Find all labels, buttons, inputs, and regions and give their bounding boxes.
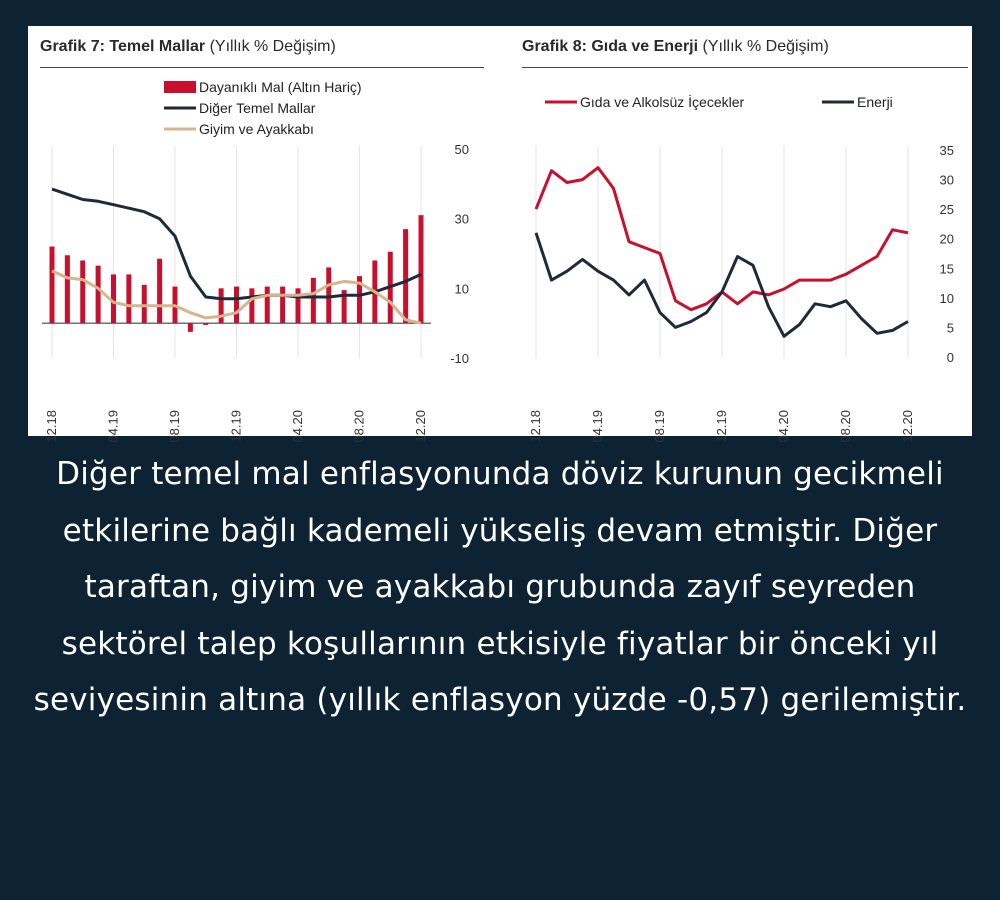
chart8-xtick-label: 08.19 xyxy=(652,410,667,443)
chart7-bar xyxy=(341,290,347,324)
chart7-title-rule xyxy=(40,67,484,68)
chart8-xtick-label: 04.20 xyxy=(776,410,791,443)
chart7-ytick-label: 50 xyxy=(455,142,469,157)
chart7-xtick-label: 12.18 xyxy=(44,410,59,443)
chart8-ytick-label: 0 xyxy=(947,350,954,365)
chart7-bar xyxy=(203,323,209,325)
chart8-xtick-label: 04.19 xyxy=(590,410,605,443)
chart7-xtick-label: 08.19 xyxy=(167,410,182,443)
chart8-title-rule xyxy=(522,67,968,68)
chart7-bar xyxy=(403,229,409,324)
chart8-title: Grafik 8: Gıda ve Enerji (Yıllık % Değiş… xyxy=(522,38,829,55)
chart7-legend-swatch xyxy=(164,81,196,93)
chart7-bar xyxy=(326,267,332,324)
chart8-ytick-label: 10 xyxy=(940,291,954,306)
chart8-svg: 35 30 25 20 15 10 5 0 12.18 04.19 08.19 12.19 04.20 0… xyxy=(528,93,954,443)
chart7-legend-label: Dayanıklı Mal (Altın Hariç) xyxy=(199,79,362,95)
chart7-bar xyxy=(249,288,255,324)
chart7-xtick-label: 04.20 xyxy=(290,410,305,443)
chart7-series-line xyxy=(51,269,422,325)
chart7-ytick-label: -10 xyxy=(450,351,469,366)
chart7-ytick-label: 30 xyxy=(455,212,469,227)
chart7-bar xyxy=(80,260,86,324)
chart7-bar xyxy=(49,246,55,324)
chart7-xtick-label: 04.19 xyxy=(106,410,121,443)
chart8-ytick-label: 35 xyxy=(940,143,954,158)
chart7-svg: 50 30 10 -10 12.18 04.19 08.19 12.19 04.20 08.20 1… xyxy=(42,79,469,443)
chart8-series-line xyxy=(534,232,909,338)
charts-panel: Grafik 7: Temel Mallar (Yıllık % Değişim… xyxy=(28,26,972,443)
chart7-bar xyxy=(310,277,316,324)
chart7-bar xyxy=(187,323,193,332)
chart7-bar xyxy=(111,274,116,324)
chart8-ytick-label: 15 xyxy=(940,261,954,276)
chart7-bar xyxy=(280,286,286,324)
chart7-bar xyxy=(234,286,239,324)
chart8-ytick-label: 30 xyxy=(940,173,954,188)
chart8-xtick-label: 12.20 xyxy=(900,410,915,443)
chart7-series-line xyxy=(51,187,422,301)
chart7-bar xyxy=(126,274,132,324)
chart7-xtick-label: 08.20 xyxy=(352,410,367,443)
chart7-bar xyxy=(64,255,70,324)
chart7-bar xyxy=(357,276,362,324)
chart7-bar xyxy=(418,215,424,324)
chart7-bar xyxy=(95,265,101,324)
chart8-ytick-label: 25 xyxy=(940,202,954,217)
chart8-xtick-label: 12.19 xyxy=(714,410,729,443)
chart7-xtick-label: 12.20 xyxy=(413,410,428,443)
chart8-legend-label: Gıda ve Alkolsüz İçecekler xyxy=(580,93,745,110)
chart7-xtick-label: 12.19 xyxy=(229,410,244,443)
chart8-ytick-label: 20 xyxy=(940,232,954,247)
chart7-title: Grafik 7: Temel Mallar (Yıllık % Değişim… xyxy=(40,38,336,55)
chart7-bar xyxy=(295,288,301,324)
chart7-bar xyxy=(157,258,163,324)
chart8-legend-label: Enerji xyxy=(857,94,893,110)
chart8-ytick-label: 5 xyxy=(947,320,954,335)
chart7-legend-label: Giyim ve Ayakkabı xyxy=(199,121,314,137)
chart7-legend-label: Diğer Temel Mallar xyxy=(199,100,316,116)
chart8-xtick-label: 12.18 xyxy=(528,410,543,443)
chart8-xtick-label: 08.20 xyxy=(838,410,853,443)
chart7-bar xyxy=(264,286,270,324)
chart7-bar xyxy=(218,288,224,324)
caption-text: Diğer temel mal enflasyonunda döviz kuru… xyxy=(33,456,967,718)
chart7-bar xyxy=(141,284,147,324)
chart7-ytick-label: 10 xyxy=(455,281,469,296)
